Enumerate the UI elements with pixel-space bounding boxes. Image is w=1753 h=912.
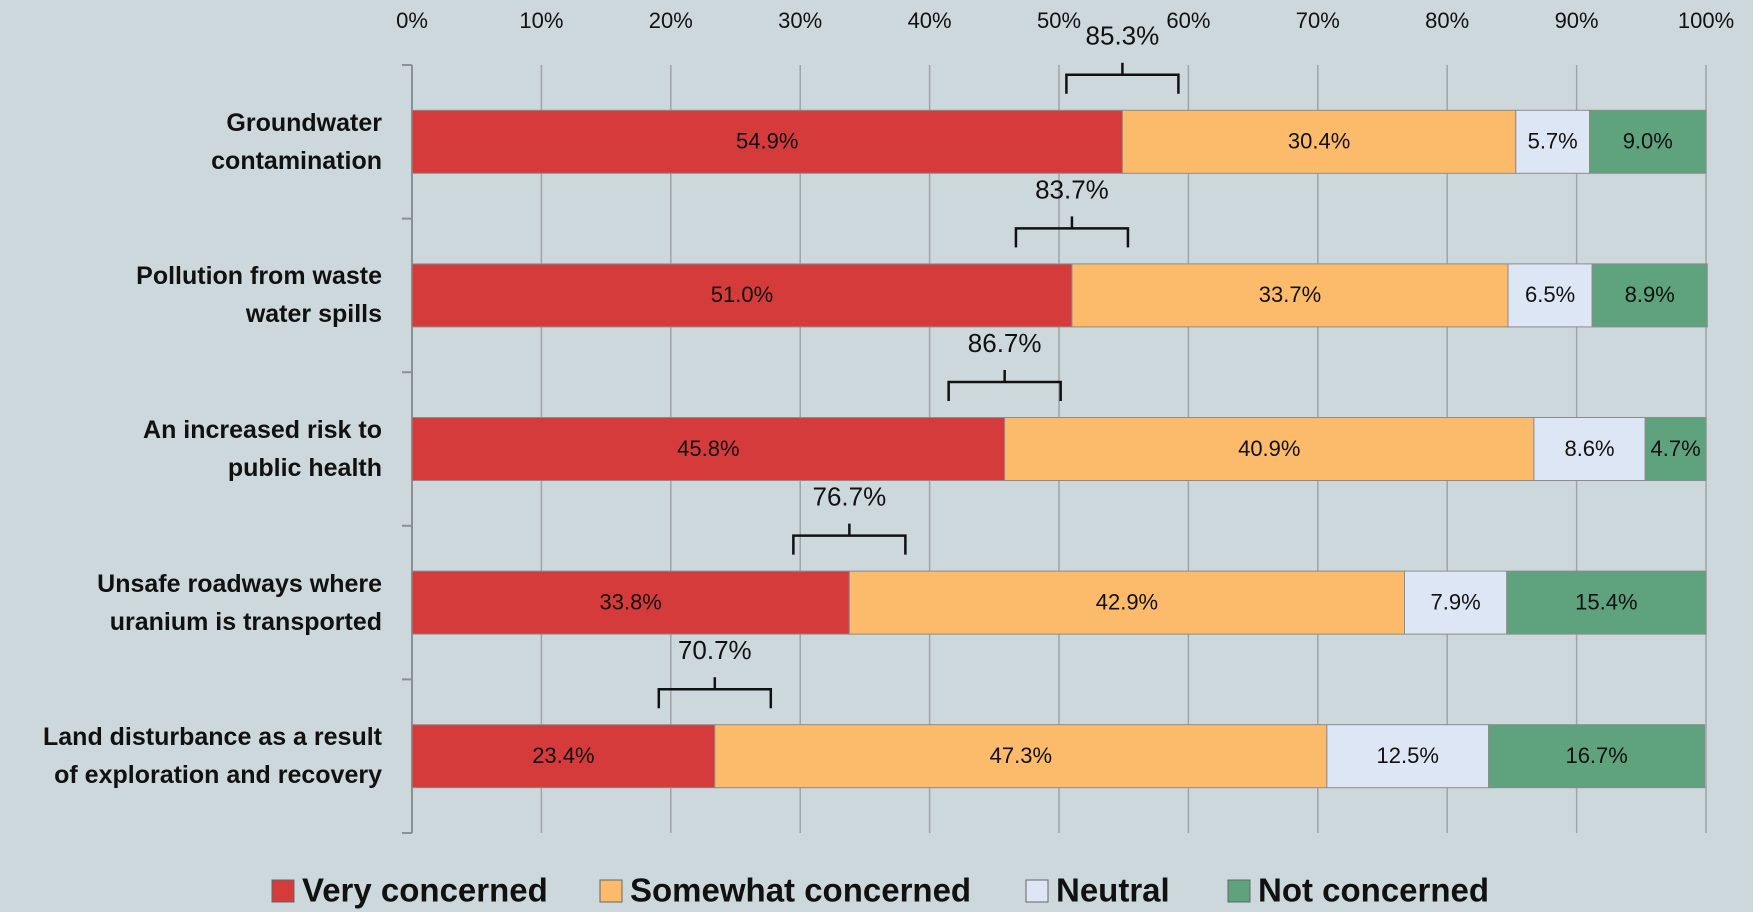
total-bracket xyxy=(947,370,1062,401)
data-label: 33.7% xyxy=(1259,282,1321,307)
data-label: 15.4% xyxy=(1575,589,1637,614)
total-bracket xyxy=(792,523,907,555)
bar-segment xyxy=(1004,417,1535,481)
x-tick-label: 20% xyxy=(649,8,693,33)
legend-swatch xyxy=(1227,879,1251,903)
x-tick-label: 90% xyxy=(1555,8,1599,33)
x-tick-label: 50% xyxy=(1037,8,1081,33)
bar-segment xyxy=(714,724,1328,789)
x-tick-label: 100% xyxy=(1678,8,1734,33)
data-label: 40.9% xyxy=(1238,436,1300,461)
data-label: 51.0% xyxy=(711,282,773,307)
legend-label: Somewhat concerned xyxy=(630,872,971,909)
x-tick-label: 0% xyxy=(396,8,428,33)
total-label: 86.7% xyxy=(968,328,1042,358)
bar-segment xyxy=(1515,109,1591,174)
legend-swatch xyxy=(599,879,623,903)
data-label: 12.5% xyxy=(1377,743,1439,768)
bar-segment xyxy=(1121,109,1517,174)
x-tick-label: 10% xyxy=(519,8,563,33)
data-label: 42.9% xyxy=(1096,589,1158,614)
data-label: 54.9% xyxy=(736,129,798,154)
total-bracket xyxy=(1065,62,1180,94)
bar-segment xyxy=(411,263,1073,328)
bar-segment xyxy=(1506,570,1707,635)
bar-segment xyxy=(848,570,1405,635)
bar-segment xyxy=(1071,263,1509,328)
total-label: 85.3% xyxy=(1086,21,1160,51)
data-label: 16.7% xyxy=(1565,743,1627,768)
data-label: 47.3% xyxy=(990,743,1052,768)
bar-segment xyxy=(1488,724,1706,789)
bar-segment xyxy=(411,570,850,635)
data-label: 5.7% xyxy=(1528,129,1578,154)
bar-segment xyxy=(1644,417,1707,481)
x-tick-label: 60% xyxy=(1166,8,1210,33)
data-label: 8.9% xyxy=(1625,282,1675,307)
bar-segment xyxy=(1326,724,1490,789)
data-label: 8.6% xyxy=(1564,436,1614,461)
x-tick-label: 40% xyxy=(908,8,952,33)
data-label: 4.7% xyxy=(1651,436,1701,461)
legend-label: Very concerned xyxy=(302,872,548,909)
y-tick-label: Land disturbance as a result of explorat… xyxy=(43,723,382,790)
x-tick-label: 30% xyxy=(778,8,822,33)
bar-segment xyxy=(1403,570,1508,635)
total-label: 70.7% xyxy=(678,635,752,665)
x-tick-label: 80% xyxy=(1425,8,1469,33)
legend-label: Neutral xyxy=(1056,872,1170,909)
total-label: 83.7% xyxy=(1035,174,1109,204)
x-tick-label: 70% xyxy=(1296,8,1340,33)
data-label: 6.5% xyxy=(1525,282,1575,307)
data-label: 7.9% xyxy=(1431,589,1481,614)
y-tick-label: Groundwater contamination xyxy=(211,108,382,175)
bar-segment xyxy=(411,724,716,789)
y-tick-label: Unsafe roadways where uranium is transpo… xyxy=(97,569,382,636)
legend-swatch xyxy=(271,879,295,903)
data-label: 23.4% xyxy=(532,743,594,768)
data-label: 33.8% xyxy=(599,589,661,614)
legend-label: Not concerned xyxy=(1258,872,1489,909)
bar-segment xyxy=(1507,263,1593,328)
data-label: 30.4% xyxy=(1288,129,1350,154)
data-label: 9.0% xyxy=(1623,129,1673,154)
bar-segment xyxy=(411,109,1123,174)
total-bracket xyxy=(1014,216,1130,248)
legend-swatch xyxy=(1025,879,1049,903)
bar-segment xyxy=(1591,263,1708,328)
total-label: 76.7% xyxy=(813,481,887,511)
total-bracket xyxy=(657,677,773,709)
y-tick-label: Pollution from waste water spills xyxy=(136,262,382,329)
data-label: 45.8% xyxy=(677,436,739,461)
y-tick-label: An increased risk to public health xyxy=(143,416,382,482)
bar-segment xyxy=(1589,109,1707,174)
